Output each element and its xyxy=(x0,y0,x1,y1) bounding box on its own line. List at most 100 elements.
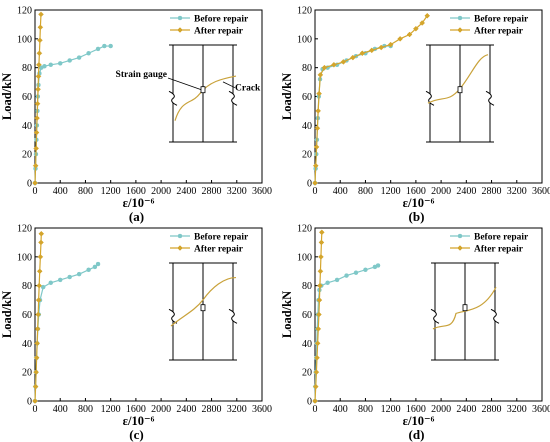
strain-gauge-label: Strain gauge xyxy=(116,70,167,80)
panel-label: (b) xyxy=(409,209,425,224)
data-point xyxy=(424,12,431,19)
data-point xyxy=(38,239,44,246)
data-point xyxy=(317,282,323,289)
data-point xyxy=(36,61,42,68)
data-point xyxy=(318,239,325,246)
y-tick-label: 60 xyxy=(302,310,312,321)
break-mark xyxy=(228,308,238,324)
legend-label: After repair xyxy=(474,27,524,37)
series-before-repair xyxy=(312,263,381,404)
x-tick-label: 1600 xyxy=(126,186,146,197)
data-point xyxy=(318,229,325,236)
data-point xyxy=(108,43,113,49)
x-tick-label: 2000 xyxy=(431,404,451,415)
y-tick-label: 20 xyxy=(302,368,312,379)
legend-label: After repair xyxy=(194,27,244,37)
data-point xyxy=(37,37,43,44)
y-tick-label: 120 xyxy=(297,6,312,17)
data-point xyxy=(32,383,39,390)
y-tick-label: 80 xyxy=(302,63,312,74)
data-point xyxy=(312,398,318,404)
strain-gauge-marker xyxy=(457,86,463,94)
data-point xyxy=(33,354,40,361)
data-point xyxy=(32,180,38,186)
x-tick-label: 2000 xyxy=(151,186,171,197)
x-axis-label: ε/10⁻⁶ xyxy=(123,196,155,210)
legend-marker xyxy=(457,233,463,239)
x-tick-label: 2800 xyxy=(482,404,502,415)
x-tick-label: 2400 xyxy=(176,404,196,415)
legend-label: Before repair xyxy=(474,15,529,25)
strain-gauge-leader xyxy=(167,77,202,90)
x-tick-label: 1200 xyxy=(101,404,121,415)
data-point xyxy=(314,354,320,361)
chart-panel-3: 0 400 800 1200 1600 2000 2400 2800 3200 3600 0 20 40… xyxy=(0,224,272,442)
legend-marker xyxy=(177,27,183,33)
data-point xyxy=(312,162,319,169)
legend-label: Before repair xyxy=(474,233,529,243)
y-tick-label: 120 xyxy=(297,224,312,235)
data-point xyxy=(316,90,322,97)
data-point xyxy=(38,11,44,18)
legend-marker xyxy=(177,245,183,251)
x-tick-label: 3200 xyxy=(227,404,247,415)
series-before-repair xyxy=(312,43,393,186)
specimen-sketch xyxy=(425,44,495,143)
x-tick-label: 0 xyxy=(313,186,318,197)
data-point xyxy=(76,55,82,60)
chart-panel-2: 0 400 800 1200 1600 2000 2400 2800 3200 3600 0 20 40… xyxy=(280,6,550,225)
series-line xyxy=(314,264,379,402)
strain-gauge-marker xyxy=(200,86,206,94)
data-point xyxy=(325,280,330,286)
data-point xyxy=(86,267,91,273)
x-tick-label: 3600 xyxy=(252,404,272,415)
data-point xyxy=(40,284,46,290)
x-tick-label: 400 xyxy=(333,186,348,197)
data-point xyxy=(67,274,72,280)
legend-marker xyxy=(457,245,463,251)
data-point xyxy=(67,58,72,63)
data-point xyxy=(375,263,381,268)
y-tick-label: 0 xyxy=(27,397,32,408)
data-point xyxy=(312,383,319,390)
x-tick-label: 400 xyxy=(53,186,68,197)
data-point xyxy=(48,280,54,286)
data-point xyxy=(36,282,43,289)
break-mark xyxy=(425,90,435,106)
x-tick-label: 2000 xyxy=(151,404,171,415)
data-point xyxy=(313,369,320,376)
legend-label: Before repair xyxy=(194,15,249,25)
y-tick-label: 60 xyxy=(22,92,32,103)
break-mark xyxy=(168,90,178,106)
panel-label: (c) xyxy=(129,427,143,442)
data-point xyxy=(331,61,337,68)
legend-label: Before repair xyxy=(194,233,249,243)
data-point xyxy=(368,47,375,54)
data-point xyxy=(315,108,322,114)
specimen-sketch xyxy=(168,262,238,361)
data-point xyxy=(314,125,321,132)
x-tick-label: 2400 xyxy=(456,186,476,197)
data-point xyxy=(33,145,39,152)
y-tick-label: 120 xyxy=(17,224,32,235)
legend-label: After repair xyxy=(474,245,524,255)
data-point xyxy=(34,340,40,347)
legend-label: After repair xyxy=(194,245,244,255)
data-point xyxy=(406,31,413,38)
specimen-sketch xyxy=(430,262,500,361)
data-point xyxy=(313,144,320,150)
y-tick-label: 100 xyxy=(297,34,312,45)
legend-marker xyxy=(177,233,183,239)
x-axis-label: ε/10⁻⁶ xyxy=(123,414,155,428)
data-point xyxy=(353,270,359,275)
data-point xyxy=(34,326,41,332)
data-point xyxy=(34,115,40,121)
data-point xyxy=(95,261,101,267)
data-point xyxy=(363,267,368,273)
y-tick-label: 0 xyxy=(307,397,312,408)
data-point xyxy=(34,100,41,107)
chart-panel-1: 0 400 800 1200 1600 2000 2400 2800 3200 3600 0 20 40… xyxy=(0,6,272,225)
y-tick-label: 0 xyxy=(27,179,32,190)
x-tick-label: 2800 xyxy=(482,186,502,197)
y-tick-label: 20 xyxy=(22,368,32,379)
